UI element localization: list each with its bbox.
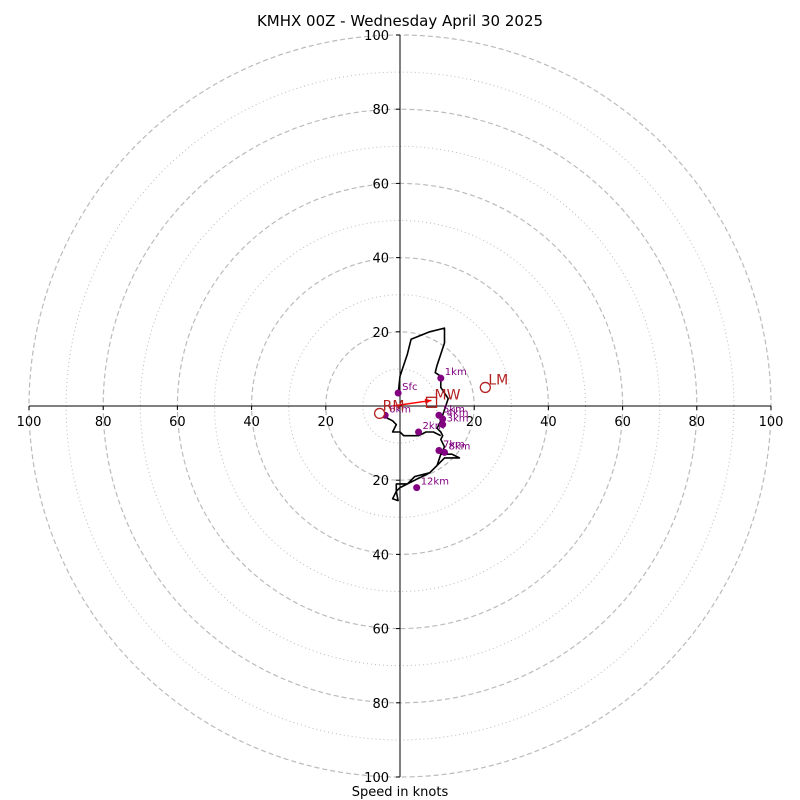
- shear-arrow-head: [424, 398, 432, 405]
- motion-label: MW: [435, 387, 461, 403]
- y-tick-label: 60: [372, 623, 389, 638]
- chart-title: KMHX 00Z - Wednesday April 30 2025: [257, 12, 543, 30]
- height-point-label: 12km: [421, 477, 449, 488]
- axes: [29, 35, 771, 777]
- x-tick-label: 100: [759, 415, 784, 430]
- y-tick-label: 80: [372, 103, 389, 118]
- x-tick-label: 100: [17, 415, 42, 430]
- storm-motions: LM RM MW: [373, 372, 508, 420]
- height-point-2km: [415, 428, 423, 436]
- x-tick-label: 60: [614, 415, 631, 430]
- height-point-7km: [435, 447, 443, 455]
- y-tick-label: 80: [372, 697, 389, 712]
- x-axis-label: Speed in knots: [352, 785, 449, 800]
- x-tick-label: 80: [689, 415, 706, 430]
- x-tick-label: 40: [540, 415, 557, 430]
- y-tick-label: 100: [364, 771, 389, 786]
- y-tick-label: 100: [364, 29, 389, 44]
- height-point-label: 3km: [447, 414, 469, 425]
- height-point-label: Sfc: [402, 382, 417, 393]
- x-tick-label: 20: [318, 415, 335, 430]
- height-point-1km: [437, 374, 445, 382]
- y-tick-label: 40: [372, 252, 389, 267]
- height-point-Sfc: [394, 389, 402, 397]
- x-tick-label: 20: [466, 415, 483, 430]
- height-point-5km: [435, 411, 443, 419]
- height-point-label: 5km: [443, 404, 465, 415]
- shear-arrow-line: [392, 399, 432, 407]
- y-tick-label: 20: [372, 474, 389, 489]
- height-point-label: 7km: [443, 440, 465, 451]
- trace-line-inner: [384, 416, 442, 437]
- motion-marker-MW: [425, 396, 438, 408]
- tick-labels: 100 80 60 40 20 20 40 60 80 100 100 80 60 40 20 20 40 60 8…: [17, 29, 784, 786]
- height-point-label: 1km: [445, 367, 467, 378]
- height-point-label: 6km: [389, 404, 411, 415]
- y-tick-label: 20: [372, 326, 389, 341]
- trace-line: [391, 327, 461, 502]
- x-tick-label: 60: [169, 415, 186, 430]
- height-point-label: 4km: [447, 408, 469, 419]
- x-tick-label: 80: [95, 415, 112, 430]
- wind-trace: [384, 327, 461, 502]
- height-point-label: 2km: [423, 421, 445, 432]
- height-point-8km: [441, 448, 449, 456]
- height-point-3km: [439, 421, 447, 429]
- x-tick-label: 40: [243, 415, 260, 430]
- height-point-label: 8km: [449, 441, 471, 452]
- y-tick-label: 60: [372, 177, 389, 192]
- motion-marker-RM: [373, 407, 386, 420]
- motion-marker-LM: [479, 381, 491, 394]
- motion-label: LM: [488, 372, 508, 388]
- motion-label: RM: [383, 398, 405, 414]
- height-point-12km: [413, 484, 421, 492]
- y-tick-label: 40: [372, 548, 389, 563]
